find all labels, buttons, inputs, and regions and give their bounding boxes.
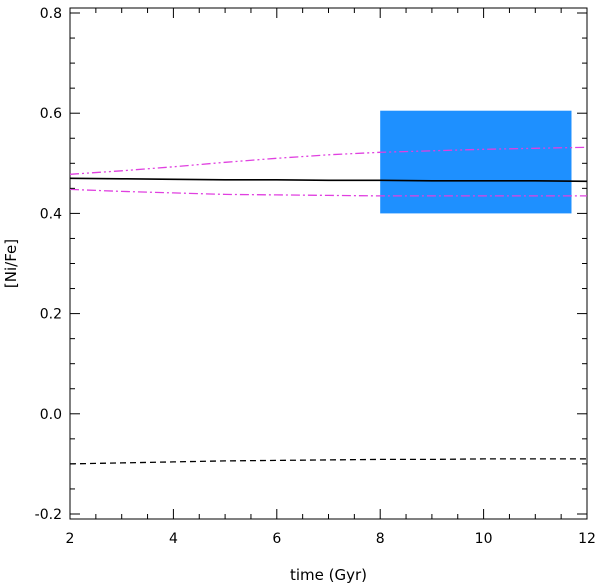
series-line-0	[69, 177, 588, 183]
y-tick-label: 0.8	[40, 6, 62, 22]
x-tick-label: 6	[272, 531, 281, 547]
y-axis-label: [Ni/Fe]	[2, 239, 20, 288]
x-tick-label: 10	[475, 531, 493, 547]
y-tick-label: 0.6	[40, 106, 62, 122]
x-tick-label: 8	[376, 531, 385, 547]
x-tick-label: 2	[66, 531, 75, 547]
x-axis-label: time (Gyr)	[290, 566, 367, 584]
y-tick-label: -0.2	[35, 507, 62, 523]
plot-frame	[69, 7, 588, 520]
shaded-region	[380, 110, 572, 214]
series-line-2	[69, 146, 588, 175]
x-tick-label: 12	[578, 531, 596, 547]
series-line-1	[69, 458, 587, 465]
y-tick-label: 0.2	[40, 307, 62, 323]
y-tick-label: 0.4	[40, 206, 62, 222]
x-tick-label: 4	[169, 531, 178, 547]
series-line-3	[69, 188, 587, 197]
y-tick-label: 0.0	[40, 407, 62, 423]
